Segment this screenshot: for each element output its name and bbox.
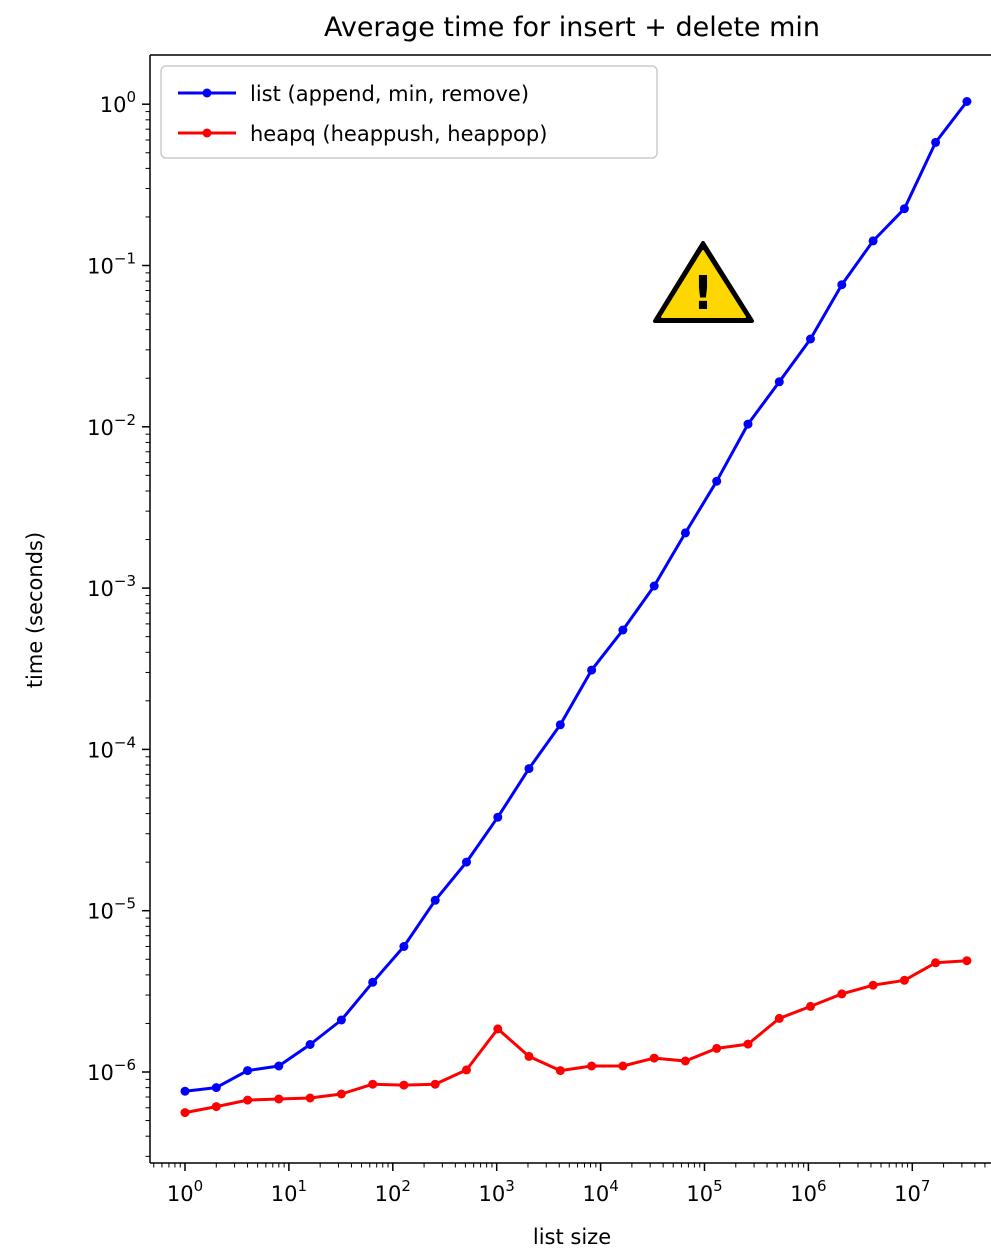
plot-area: [149, 54, 991, 1164]
data-point-heapq: [243, 1095, 253, 1105]
data-point-heapq: [743, 1039, 753, 1049]
data-point-heapq: [806, 1001, 815, 1011]
x-tick-label: 102: [375, 1177, 411, 1206]
legend-label-list: list (append, min, remove): [250, 82, 529, 106]
data-point-heapq: [211, 1102, 221, 1112]
data-point-heapq: [368, 1079, 378, 1089]
y-tick-label: 10−3: [87, 572, 136, 601]
legend-marker-heapq: [202, 128, 212, 138]
data-point-list: [368, 977, 378, 987]
data-point-list: [430, 895, 440, 905]
x-tick-label: 100: [167, 1177, 203, 1206]
chart-title: Average time for insert + delete min: [324, 12, 820, 43]
data-point-heapq: [931, 958, 941, 968]
x-tick-label: 103: [479, 1177, 515, 1206]
data-point-list: [649, 581, 659, 591]
data-point-heapq: [555, 1066, 565, 1076]
y-tick-label: 10−4: [87, 733, 136, 762]
x-tick-label: 101: [271, 1177, 307, 1206]
data-point-list: [399, 942, 409, 951]
x-tick-label: 104: [582, 1177, 618, 1206]
data-point-list: [868, 236, 878, 246]
x-tick-label: 107: [894, 1177, 930, 1206]
data-point-heapq: [305, 1093, 315, 1103]
data-point-list: [618, 625, 628, 635]
data-point-list: [180, 1086, 190, 1096]
data-point-heapq: [524, 1051, 534, 1061]
data-point-list: [555, 720, 565, 730]
data-point-list: [336, 1015, 346, 1025]
data-point-heapq: [680, 1056, 690, 1066]
data-point-list: [587, 665, 597, 675]
data-point-heapq: [587, 1061, 597, 1071]
data-point-heapq: [837, 989, 847, 999]
data-point-heapq: [962, 956, 972, 966]
data-point-heapq: [462, 1065, 471, 1075]
data-point-heapq: [774, 1013, 784, 1023]
warning-icon: !: [653, 241, 754, 323]
data-point-list: [211, 1083, 221, 1093]
data-point-heapq: [274, 1094, 284, 1104]
series-layer: [180, 97, 972, 1118]
series-line-list: [184, 100, 969, 1093]
data-point-list: [712, 476, 722, 486]
warning-icon-glyph: !: [693, 266, 714, 320]
data-point-heapq: [618, 1061, 628, 1071]
data-point-heapq: [899, 975, 909, 985]
data-point-list: [305, 1040, 315, 1049]
data-point-heapq: [430, 1079, 440, 1089]
data-point-list: [899, 204, 909, 214]
data-point-heapq: [180, 1108, 190, 1118]
legend-label-heapq: heapq (heappush, heappop): [250, 122, 547, 146]
y-tick-label: 10−1: [87, 250, 136, 279]
y-tick-label: 10−2: [87, 411, 136, 440]
data-point-list: [462, 857, 471, 867]
data-point-heapq: [493, 1024, 503, 1034]
data-point-list: [774, 377, 784, 387]
y-tick-label: 100: [100, 88, 136, 117]
data-point-list: [493, 812, 503, 822]
data-point-list: [931, 137, 941, 147]
y-tick-label: 10−5: [87, 895, 136, 924]
y-axis-label: time (seconds): [23, 532, 47, 688]
x-axis-label: list size: [533, 1225, 611, 1249]
data-point-list: [524, 764, 534, 774]
y-axis-ticks: 10−6 10−5 10−4 10−3 10−2 10−1 100: [87, 88, 150, 1157]
data-point-list: [274, 1061, 284, 1071]
data-point-heapq: [336, 1089, 346, 1099]
legend-marker-list: [202, 88, 212, 98]
data-point-list: [680, 528, 690, 538]
data-point-list: [962, 97, 972, 106]
x-tick-label: 106: [790, 1177, 826, 1206]
series-line-heapq: [184, 959, 968, 1115]
data-point-list: [743, 419, 753, 429]
legend: list (append, min, remove) heapq (heappu…: [160, 65, 658, 159]
data-point-list: [837, 280, 847, 290]
warning-icon-fill: [661, 250, 746, 318]
data-point-list: [243, 1066, 253, 1076]
data-point-heapq: [712, 1043, 722, 1053]
data-point-list: [806, 334, 815, 344]
x-axis-ticks: 100 101 102 103 104 105 106 107: [153, 1163, 986, 1206]
data-point-heapq: [399, 1080, 409, 1090]
x-tick-label: 105: [686, 1177, 722, 1206]
y-tick-label: 10−6: [87, 1056, 136, 1085]
data-point-heapq: [649, 1053, 659, 1063]
legend-box: [160, 65, 658, 159]
data-point-heapq: [868, 980, 878, 990]
